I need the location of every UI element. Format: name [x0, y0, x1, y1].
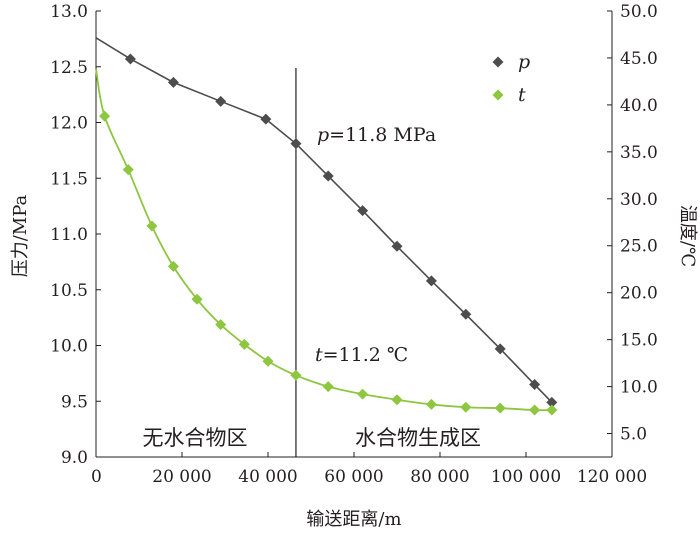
temperature-point: [122, 164, 134, 176]
temperature-point: [215, 319, 227, 331]
pressure-point: [215, 95, 227, 107]
x-axis-title: 输送距离/m: [306, 509, 401, 530]
pressure-point: [391, 240, 403, 252]
x-tick-label: 120 000: [577, 467, 647, 487]
temperature-point: [391, 394, 403, 406]
y-right-tick-label: 50.0: [620, 2, 658, 22]
annotation-temperature: t=11.2 ℃: [315, 344, 408, 366]
y-left-tick-label: 11.5: [50, 169, 88, 189]
x-tick-label: 100 000: [491, 467, 561, 487]
x-tick-label: 0: [91, 467, 102, 487]
temperature-point: [425, 398, 437, 410]
y-left-tick-label: 10.0: [50, 337, 88, 357]
y-right-tick-label: 5.0: [620, 425, 647, 445]
y-left-axis-ticks: 9.0 9.5 10.0 10.5 11.0 11.5 12.0 12.5 13.0: [50, 2, 101, 468]
chart-labels: 输送距离/m 压力/MPa 温度/℃ 无水合物区 水合物生成区 p=11.8 M…: [10, 124, 698, 530]
pressure-point: [124, 53, 136, 65]
y-right-axis-ticks: 5.0 10.0 15.0 20.0 25.0 30.0 35.0 40.0 45.0 50.0: [607, 2, 658, 445]
pressure-point: [494, 343, 506, 355]
temperature-point: [191, 293, 203, 305]
y-left-axis-title: 压力/MPa: [10, 194, 31, 277]
pressure-point: [260, 113, 272, 125]
temperature-point: [494, 402, 506, 414]
region-label-no-hydrate: 无水合物区: [143, 426, 248, 450]
pressure-point: [290, 138, 302, 150]
annotation-temperature-value: =11.2 ℃: [323, 344, 409, 366]
y-left-tick-label: 13.0: [50, 2, 88, 22]
annotation-temperature-var: t: [315, 344, 323, 366]
y-right-tick-label: 20.0: [620, 284, 658, 304]
region-label-hydrate-formation: 水合物生成区: [355, 426, 481, 450]
y-right-tick-label: 40.0: [620, 96, 658, 116]
series-pressure: [95, 37, 558, 408]
annotation-pressure-var: p: [317, 124, 329, 146]
pressure-point: [167, 76, 179, 88]
y-right-tick-label: 10.0: [620, 378, 658, 398]
y-right-tick-label: 45.0: [620, 49, 658, 69]
annotation-pressure: p=11.8 MPa: [317, 124, 436, 146]
x-tick-label: 40 000: [238, 467, 297, 487]
pressure-line: [95, 37, 553, 403]
annotation-pressure-value: =11.8 MPa: [329, 124, 436, 146]
temperature-point: [99, 110, 111, 122]
temperature-point: [460, 401, 472, 413]
x-tick-label: 60 000: [324, 467, 383, 487]
y-left-tick-label: 9.0: [61, 448, 88, 468]
legend-marker-pressure: [492, 56, 504, 68]
temperature-point: [262, 355, 274, 367]
y-right-axis-title: 温度/℃: [677, 205, 698, 267]
temperature-point: [167, 260, 179, 272]
series-temperature: [95, 69, 558, 416]
y-right-tick-label: 35.0: [620, 143, 658, 163]
legend-label-pressure: p: [518, 51, 530, 73]
temperature-point: [146, 220, 158, 232]
y-left-tick-label: 12.0: [50, 114, 88, 134]
legend-label-temperature: t: [518, 84, 526, 106]
y-right-tick-label: 30.0: [620, 190, 658, 210]
temperature-point: [322, 381, 334, 393]
y-right-tick-label: 25.0: [620, 237, 658, 257]
temperature-point: [238, 338, 250, 350]
temperature-point: [290, 369, 302, 381]
legend: pt: [492, 51, 530, 106]
pressure-point: [460, 308, 472, 320]
y-left-tick-label: 12.5: [50, 58, 88, 78]
x-tick-label: 20 000: [152, 467, 211, 487]
pressure-point: [322, 170, 334, 182]
x-tick-label: 80 000: [410, 467, 469, 487]
temperature-point: [357, 388, 369, 400]
legend-marker-temperature: [492, 89, 504, 101]
temperature-point: [529, 404, 541, 416]
y-left-tick-label: 11.0: [50, 225, 88, 245]
x-axis-ticks: 0 20 000 40 000 60 000 80 000 100 000 120 000: [91, 452, 647, 487]
pressure-point: [546, 396, 558, 408]
y-right-tick-label: 15.0: [620, 331, 658, 351]
pressure-point: [529, 379, 541, 391]
y-left-tick-label: 10.5: [50, 281, 88, 301]
temperature-point: [546, 404, 558, 416]
pressure-point: [425, 275, 437, 287]
pressure-point: [357, 205, 369, 217]
y-left-tick-label: 9.5: [61, 392, 88, 412]
